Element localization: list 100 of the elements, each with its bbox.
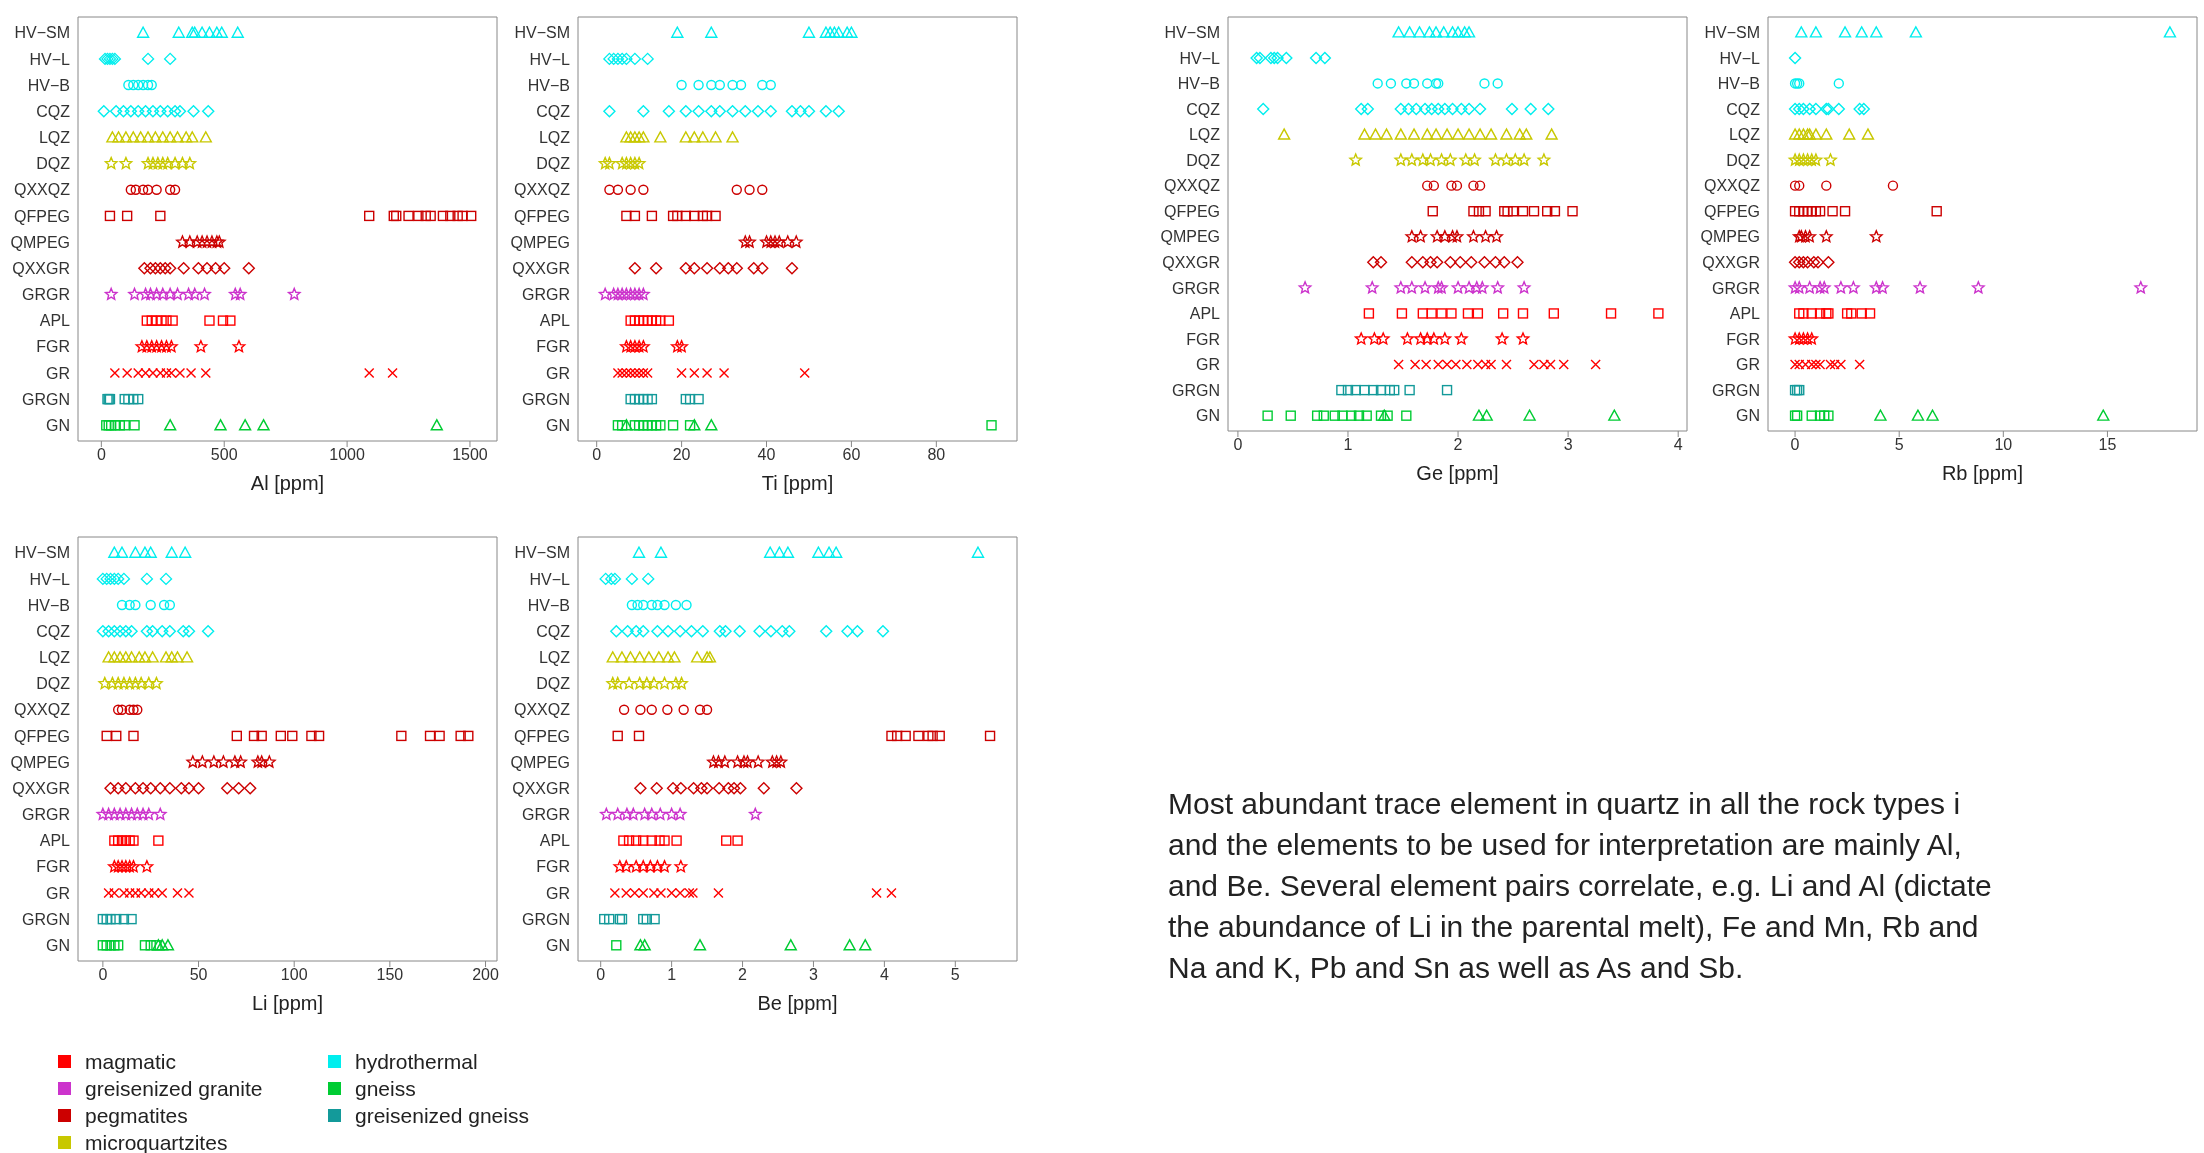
y-tick-label: LQZ — [538, 649, 571, 667]
y-tick-label: QFPEG — [1703, 202, 1760, 220]
x-tick-label: 0 — [96, 446, 106, 464]
category-label: pegmatites — [85, 1103, 188, 1128]
x-tick-label: 2 — [1453, 436, 1463, 454]
y-tick-label: GRGR — [522, 286, 570, 304]
y-tick-label: GRGR — [1712, 279, 1760, 297]
y-tick-label: GR — [1196, 356, 1220, 374]
y-tick-label: QXXQZ — [1163, 177, 1221, 195]
y-tick-label: GRGR — [22, 806, 70, 824]
y-tick-label: HV−SM — [14, 544, 70, 562]
y-tick-label: CQZ — [536, 102, 571, 120]
y-tick-label: APL — [539, 832, 571, 850]
x-tick-label: 5 — [950, 966, 960, 984]
y-tick-label: HV−B — [527, 596, 570, 614]
y-tick-label: QXXQZ — [13, 701, 71, 719]
y-tick-label: HV−L — [29, 570, 71, 588]
x-tick-label: 50 — [189, 966, 208, 984]
x-tick-label: 0 — [1790, 436, 1800, 454]
y-tick-label: DQZ — [1726, 151, 1761, 169]
x-tick-label: 200 — [472, 966, 499, 984]
y-tick-label: QXXGR — [512, 259, 570, 277]
x-tick-label: 0 — [596, 966, 606, 984]
x-tick-label: 15 — [2098, 436, 2117, 454]
text: the abundance of Li in the parental melt), Fe and Mn, Rb and — [1168, 909, 1980, 945]
y-tick-label: GRGR — [1172, 279, 1220, 297]
x-tick-label: 10 — [1994, 436, 2013, 454]
y-tick-label: HV−B — [527, 76, 570, 94]
y-tick-label: QFPEG — [1163, 202, 1220, 220]
y-tick-label: APL — [39, 312, 71, 330]
y-tick-label: HV−L — [29, 50, 71, 68]
y-tick-label: QFPEG — [13, 727, 70, 745]
x-tick-label: 0 — [592, 446, 602, 464]
y-tick-label: LQZ — [538, 129, 571, 147]
x-tick-label: 40 — [757, 446, 776, 464]
x-tick-label: 2 — [738, 966, 748, 984]
text: Na and K, Pb and Sn as well as As and Sb. — [1168, 950, 1745, 986]
y-tick-label: CQZ — [36, 622, 71, 640]
y-tick-label: APL — [1189, 305, 1221, 323]
y-tick-label: LQZ — [38, 129, 71, 147]
x-axis-title: Ge [ppm] — [1416, 462, 1499, 484]
y-tick-label: QXXQZ — [513, 181, 571, 199]
y-tick-label: CQZ — [1186, 100, 1221, 118]
category-label: hydrothermal — [355, 1049, 478, 1074]
x-tick-label: 4 — [1673, 436, 1683, 454]
y-tick-label: QXXQZ — [513, 701, 571, 719]
y-tick-label: LQZ — [1188, 126, 1221, 144]
y-tick-label: DQZ — [36, 155, 71, 173]
category-label: greisenized gneiss — [355, 1103, 529, 1128]
y-tick-label: FGR — [536, 858, 570, 876]
y-tick-label: QMPEG — [10, 753, 70, 771]
y-tick-label: GR — [46, 884, 70, 902]
y-tick-label: HV−B — [27, 596, 70, 614]
y-tick-label: GN — [1736, 407, 1760, 425]
y-tick-label: APL — [39, 832, 71, 850]
y-tick-label: LQZ — [1728, 126, 1761, 144]
x-tick-label: 1000 — [329, 446, 365, 464]
y-tick-label: HV−SM — [514, 24, 570, 42]
y-tick-label: HV−SM — [514, 544, 570, 562]
y-tick-label: GRGN — [22, 390, 70, 408]
text: and the elements to be used for interpretation are mainly Al, — [1168, 827, 1963, 863]
y-tick-label: QMPEG — [510, 233, 570, 251]
y-tick-label: APL — [539, 312, 571, 330]
y-tick-label: HV−SM — [14, 24, 70, 42]
y-tick-label: HV−L — [529, 570, 571, 588]
y-tick-label: GN — [46, 416, 70, 434]
y-tick-label: GR — [546, 884, 570, 902]
y-tick-label: HV−L — [1179, 49, 1221, 67]
y-tick-label: GRGR — [522, 806, 570, 824]
y-tick-label: GRGR — [22, 286, 70, 304]
y-tick-label: QXXGR — [12, 779, 70, 797]
y-tick-label: QXXGR — [12, 259, 70, 277]
y-tick-label: GRGN — [1712, 381, 1760, 399]
x-tick-label: 150 — [376, 966, 404, 984]
x-tick-label: 3 — [1563, 436, 1573, 454]
x-axis-title: Li [ppm] — [251, 992, 324, 1014]
y-tick-label: QXXQZ — [1703, 177, 1761, 195]
x-axis-title: Be [ppm] — [757, 992, 838, 1014]
y-tick-label: FGR — [1186, 330, 1220, 348]
category-label: microquartzites — [85, 1130, 228, 1153]
y-tick-label: GN — [1196, 407, 1220, 425]
x-tick-label: 1 — [667, 966, 677, 984]
y-tick-label: DQZ — [36, 675, 71, 693]
y-tick-label: GN — [546, 416, 570, 434]
y-tick-label: QXXGR — [1162, 254, 1220, 272]
y-tick-label: QMPEG — [1160, 228, 1220, 246]
y-tick-label: QFPEG — [513, 727, 570, 745]
y-tick-label: DQZ — [1186, 151, 1221, 169]
y-tick-label: LQZ — [38, 649, 71, 667]
y-tick-label: DQZ — [536, 675, 571, 693]
text: and Be. Several element pairs correlate, e.g. Li and Al (dictate — [1168, 868, 1993, 904]
y-tick-label: FGR — [36, 338, 70, 356]
x-tick-label: 20 — [672, 446, 691, 464]
x-tick-label: 0 — [98, 966, 108, 984]
x-tick-label: 60 — [842, 446, 861, 464]
x-axis-title: Ti [ppm] — [761, 472, 834, 494]
y-tick-label: QXXQZ — [13, 181, 71, 199]
y-tick-label: CQZ — [1726, 100, 1761, 118]
x-tick-label: 1 — [1343, 436, 1353, 454]
category-label: gneiss — [355, 1076, 416, 1101]
